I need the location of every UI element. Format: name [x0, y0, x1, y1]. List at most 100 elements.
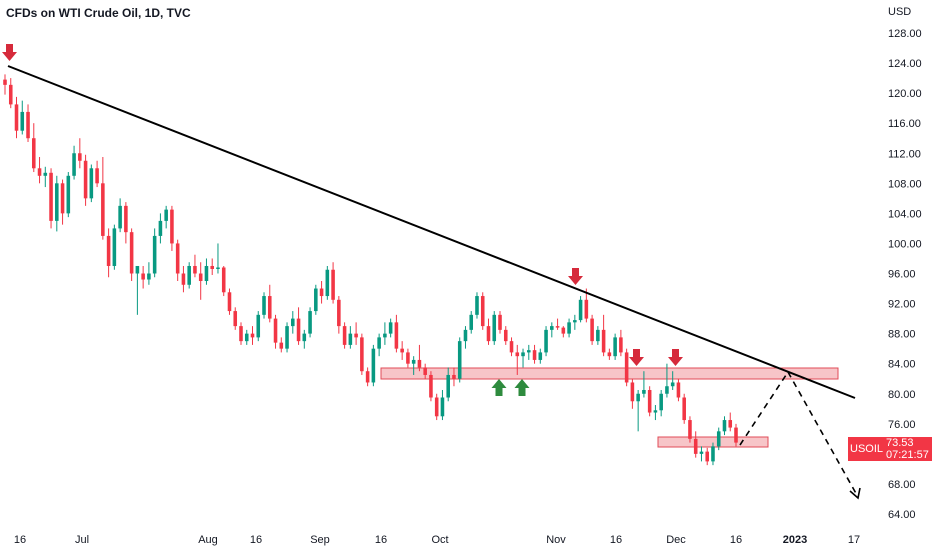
candle	[613, 333, 617, 360]
x-tick-label: 16	[610, 534, 622, 546]
candle-body	[170, 209, 174, 244]
candle	[55, 175, 59, 232]
drawings	[7, 65, 861, 500]
x-tick-label: Sep	[310, 534, 330, 546]
candle-body	[659, 393, 663, 411]
candle-body	[688, 420, 692, 439]
zones	[380, 367, 839, 448]
y-tick-label: 124.00	[888, 58, 922, 70]
y-tick-label: 100.00	[888, 238, 922, 250]
candle	[78, 138, 82, 169]
candle	[319, 281, 324, 304]
candle-body	[636, 393, 640, 402]
candle	[296, 307, 301, 345]
candle-body	[434, 397, 439, 417]
candles	[3, 74, 738, 466]
candle-body	[256, 314, 261, 338]
candle	[262, 292, 266, 319]
candle-body	[728, 420, 733, 428]
arrows	[2, 44, 683, 396]
candle-body	[578, 299, 583, 321]
candle	[72, 145, 76, 180]
candle-body	[210, 265, 214, 269]
candle-body	[665, 386, 669, 394]
candle-body	[642, 389, 646, 394]
x-tick-label: 16	[250, 534, 262, 546]
candle-body	[527, 350, 531, 353]
candle-body	[325, 269, 330, 297]
candle	[279, 337, 284, 353]
candle	[106, 228, 111, 278]
candle	[400, 341, 404, 360]
candle-body	[49, 172, 53, 221]
projection-down	[787, 371, 859, 498]
y-tick-label: 120.00	[888, 88, 922, 100]
candle	[688, 416, 692, 443]
x-tick-label: 16	[14, 534, 26, 546]
candle	[250, 326, 255, 345]
candle	[124, 202, 128, 244]
candle	[527, 344, 531, 360]
chart-title: CFDs on WTI Crude Oil, 1D, TVC	[6, 6, 191, 20]
arrow-down-nov-peak	[568, 268, 583, 285]
candle	[170, 205, 174, 251]
candle	[452, 367, 456, 387]
y-tick-label: 116.00	[888, 118, 921, 130]
candle-body	[337, 299, 341, 327]
candle-body	[446, 374, 450, 398]
candle-body	[83, 160, 88, 199]
candle	[26, 104, 30, 142]
candle-body	[216, 267, 220, 269]
candle-body	[647, 389, 652, 413]
resistance-zone	[380, 367, 839, 380]
candle	[348, 326, 353, 349]
y-tick-label: 84.00	[888, 359, 916, 371]
candle-body	[693, 438, 698, 454]
candle-body	[423, 367, 427, 375]
candle	[291, 311, 295, 334]
candle-body	[20, 111, 25, 131]
y-tick-label: 96.00	[888, 269, 916, 281]
x-tick-label: Nov	[546, 534, 566, 546]
candle	[210, 258, 214, 276]
candle-body	[567, 322, 571, 334]
candle-body	[239, 326, 243, 342]
candle	[624, 348, 629, 387]
candle-body	[590, 318, 594, 342]
candle	[314, 284, 318, 315]
candle-body	[676, 382, 681, 398]
candle	[31, 123, 36, 173]
candle	[498, 311, 502, 334]
candle-body	[291, 318, 295, 327]
candle-body	[106, 235, 111, 266]
candle	[377, 333, 381, 357]
candle	[331, 262, 335, 304]
candle-body	[124, 205, 128, 233]
y-tick-label: 128.00	[888, 28, 922, 40]
candle	[388, 318, 393, 338]
candle	[584, 288, 589, 323]
candle	[8, 78, 13, 109]
candle	[532, 344, 537, 364]
candle-body	[492, 314, 497, 342]
candle-body	[129, 232, 134, 274]
candle-body	[296, 318, 301, 342]
candle-body	[66, 175, 71, 214]
candle-body	[711, 446, 715, 462]
candle-body	[475, 296, 479, 315]
x-axis: 16 Jul Aug 16 Sep 16 Oct Nov 16 Dec 16 2023 17	[14, 534, 860, 546]
candle	[267, 284, 272, 323]
symbol-label: USOIL	[850, 443, 884, 455]
candle	[175, 239, 180, 282]
x-tick-label: Aug	[198, 534, 218, 546]
candle	[221, 265, 226, 297]
candle-body	[348, 333, 353, 345]
candle-body	[538, 352, 543, 360]
candle-body	[354, 333, 358, 338]
candle-body	[699, 451, 704, 454]
candle	[141, 265, 145, 289]
countdown: 07:21:57	[886, 449, 929, 461]
candle	[647, 386, 652, 417]
candle	[578, 296, 583, 323]
candle	[112, 224, 117, 270]
